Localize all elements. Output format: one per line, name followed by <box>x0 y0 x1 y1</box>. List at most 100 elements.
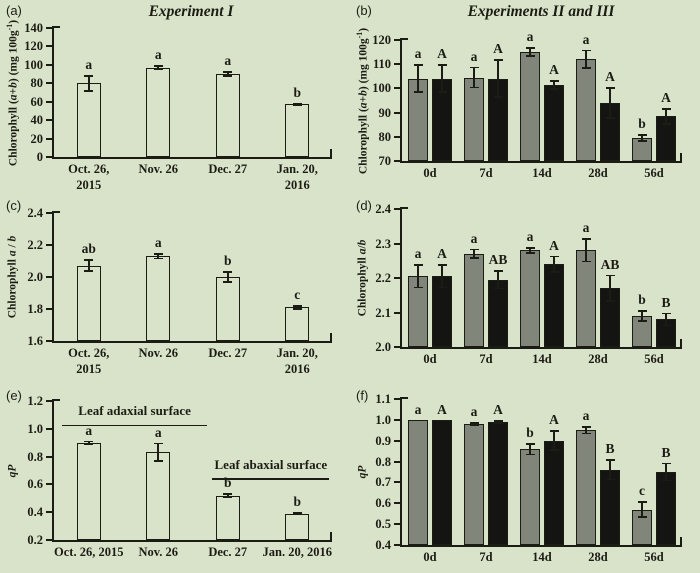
y-tick <box>46 455 52 458</box>
error-cap-bottom <box>223 496 233 499</box>
error-bar <box>581 49 591 70</box>
error-bar <box>292 512 302 515</box>
error-bar <box>223 492 233 499</box>
significance-letter: B <box>661 444 671 460</box>
bar-black <box>488 421 508 545</box>
x-category-label: Jan. 20, 2016 <box>276 162 318 192</box>
error-bar <box>661 462 671 482</box>
plot-area: 0.4 0.5 0.6 0.7 0.8 0.9 1.0 1.1 0d a A 7d a A 14d b A 28d… <box>375 393 682 564</box>
y-tick-label: 2.0 <box>27 269 43 284</box>
significance-letter: a <box>582 31 590 47</box>
significance-letter: b <box>526 424 534 440</box>
error-cap-bottom <box>549 271 559 273</box>
y-tick <box>46 276 52 278</box>
bar-open <box>146 452 171 540</box>
error-stem <box>529 246 531 254</box>
plot-area: 0 20 40 60 80 100 120 140 Oct. 26, 2015 a Nov. 26 a… <box>24 22 332 192</box>
bar-gray <box>576 59 596 161</box>
error-stem <box>641 309 643 323</box>
x-category-label: 0d <box>423 352 437 366</box>
y-tick-label: 140 <box>24 20 43 35</box>
significance-letter: a <box>85 56 93 72</box>
y-tick-label: 2.4 <box>375 201 391 216</box>
panel-title: Experiments II and III <box>467 3 615 20</box>
x-category-label: 7d <box>479 352 493 366</box>
x-category-label: 28d <box>588 166 608 180</box>
y-tick-label: 0.5 <box>375 516 391 531</box>
x-category-label: 28d <box>588 352 608 366</box>
error-bar <box>637 134 647 142</box>
bar-gray <box>520 250 540 347</box>
bar-open <box>285 104 310 157</box>
significance-letter: a <box>582 220 590 236</box>
error-stem <box>641 501 643 518</box>
y-tick <box>394 135 400 138</box>
panel-title: Experiment I <box>148 3 234 20</box>
y-tick <box>394 439 400 442</box>
error-bar <box>525 47 535 57</box>
y-tick <box>46 427 52 430</box>
y-tick-label: 2.2 <box>27 237 43 252</box>
y-tick <box>46 156 52 158</box>
error-cap-bottom <box>493 96 503 99</box>
error-stem <box>157 253 160 260</box>
error-bar <box>469 248 479 260</box>
annotation-text: Leaf adaxial surface <box>78 403 191 419</box>
panel-e: (e) qP 0.2 0.4 0.6 0.8 1.0 1.2 Oct. 26, 2015 a N… <box>0 385 350 573</box>
bar-gray <box>520 52 540 161</box>
bar-black <box>544 264 564 347</box>
bar-open <box>285 307 310 341</box>
y-tick <box>46 45 52 48</box>
panel-d: (d) Chlorophyll a/b 2.0 2.1 2.2 2.3 2.4 0d a A 7… <box>350 195 700 385</box>
significance-letter: c <box>639 483 645 499</box>
bar-open <box>76 265 101 341</box>
bar-open <box>215 74 240 157</box>
error-cap-bottom <box>153 257 163 260</box>
error-bar <box>292 103 302 106</box>
y-tick <box>394 63 400 66</box>
bar-open <box>76 83 101 157</box>
y-tick-label: 120 <box>372 32 391 47</box>
error-cap-bottom <box>581 432 591 435</box>
bar-black <box>656 472 676 545</box>
significance-letter: a <box>414 46 422 62</box>
bar-open <box>285 513 310 540</box>
x-category-label: 0d <box>423 550 437 564</box>
significance-letter: A <box>493 41 503 57</box>
significance-letter: a <box>154 235 162 250</box>
annotation-text: Leaf abaxial surface <box>214 456 328 472</box>
error-cap-bottom <box>605 116 615 119</box>
error-bar <box>153 253 163 260</box>
significance-letter: b <box>638 116 646 132</box>
error-cap-bottom <box>292 104 302 106</box>
significance-letter: A <box>549 412 559 428</box>
x-category-label: Dec. 27 <box>208 346 248 360</box>
error-bar <box>661 312 671 327</box>
x-category-label: 7d <box>479 550 493 564</box>
plot-area: 0.2 0.4 0.6 0.8 1.0 1.2 Oct. 26, 2015 a Nov. 26 a… <box>27 395 332 559</box>
error-stem <box>609 87 611 119</box>
error-stem <box>641 134 643 142</box>
error-bar <box>605 274 615 303</box>
x-category-label: 14d <box>532 166 552 180</box>
y-tick <box>394 502 400 505</box>
error-bar <box>437 264 447 289</box>
error-stem <box>473 421 475 427</box>
error-bar <box>605 87 615 119</box>
panel-label: (e) <box>6 388 22 403</box>
y-tick-label: 0.8 <box>27 449 43 464</box>
significance-letter: A <box>437 401 447 417</box>
y-tick-label: 20 <box>30 131 44 146</box>
error-stem <box>441 264 443 289</box>
error-bar <box>493 270 503 290</box>
significance-letter: A <box>437 246 447 262</box>
error-bar <box>84 74 94 92</box>
y-tick-label: 90 <box>378 105 392 120</box>
error-stem <box>226 71 229 77</box>
significance-letter: A <box>549 61 559 77</box>
bar-open <box>215 495 240 540</box>
error-bar <box>84 440 94 445</box>
error-stem <box>87 74 90 92</box>
x-category-label: 14d <box>532 352 552 366</box>
error-cap-bottom <box>525 55 535 57</box>
